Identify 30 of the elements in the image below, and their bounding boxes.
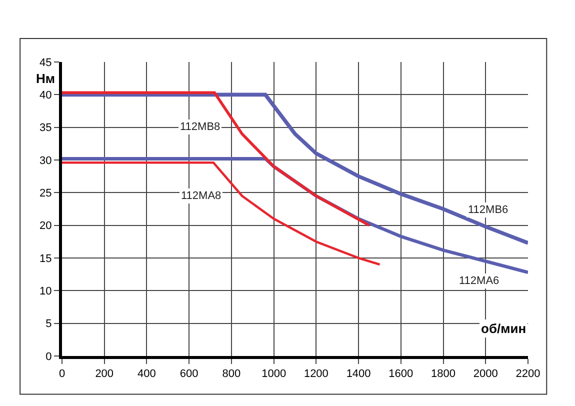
x-tick-label: 1400 — [346, 368, 371, 380]
x-axis-title: об/мин — [481, 321, 526, 336]
x-tick-label: 200 — [95, 368, 114, 380]
y-tick-label: 35 — [40, 122, 52, 134]
annotation: 112MB8 — [180, 121, 220, 133]
y-tick-label: 10 — [40, 286, 52, 298]
y-tick-label: 45 — [40, 56, 52, 69]
y-tick-label: 30 — [40, 154, 52, 167]
annotation: 112MB6 — [468, 204, 508, 216]
x-tick-label: 800 — [222, 368, 241, 380]
x-tick-label: 1200 — [304, 368, 328, 380]
annotation: 112MA8 — [181, 190, 222, 202]
line-series — [62, 91, 371, 227]
x-tick-label: 2200 — [516, 368, 540, 380]
y-tick-label: 20 — [40, 220, 52, 232]
y-tick-label: 0 — [46, 350, 52, 363]
x-tick-label: 2000 — [473, 368, 498, 380]
x-tick-label: 1600 — [388, 368, 414, 380]
y-tick-label: 25 — [40, 188, 52, 200]
x-tick-label: 0 — [58, 368, 66, 380]
x-tick-label: 400 — [138, 368, 156, 380]
annotation: 112MA6 — [459, 275, 500, 287]
x-tick-label: 1800 — [431, 368, 456, 380]
x-tick-label: 600 — [180, 368, 198, 380]
y-tick-label: 40 — [40, 90, 52, 102]
y-axis-title: Нм — [36, 71, 56, 86]
y-tick-label: 5 — [46, 318, 52, 330]
line-series — [62, 161, 381, 266]
y-tick-label: 15 — [40, 252, 52, 265]
x-tick-label: 1000 — [262, 368, 286, 380]
